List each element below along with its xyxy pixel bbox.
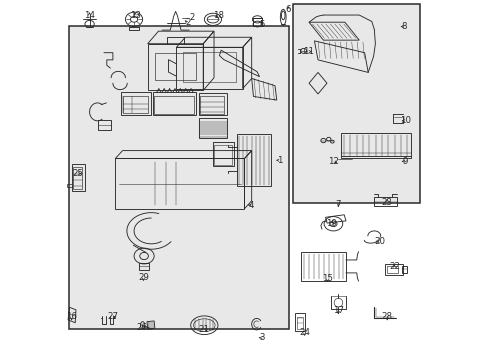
Bar [385,264,403,275]
Bar [69,26,289,329]
Text: 19: 19 [325,219,336,228]
Bar [98,120,110,130]
Bar [121,92,151,116]
Text: 6: 6 [285,5,290,14]
Bar [236,134,270,186]
Text: 5: 5 [259,19,264,28]
Text: 1: 1 [276,156,282,165]
Bar [252,18,262,26]
Bar [296,317,303,329]
Bar [198,118,227,138]
Text: 3: 3 [259,333,264,342]
Bar [295,314,305,330]
Text: 21: 21 [199,325,209,334]
Bar [154,96,194,114]
Bar [115,158,244,209]
Text: 25: 25 [72,169,83,178]
Text: 10: 10 [399,116,410,125]
Bar [153,92,196,116]
Text: 16: 16 [66,312,77,321]
Text: 24: 24 [299,328,309,337]
Bar [386,266,397,273]
Text: 12: 12 [327,157,338,166]
Text: 29: 29 [138,273,148,282]
Text: 27: 27 [107,312,118,321]
Bar [155,53,196,80]
Bar [147,44,203,90]
Bar [373,197,396,206]
Text: 4: 4 [248,201,253,210]
Text: 22: 22 [388,262,399,271]
Bar [139,263,149,270]
Text: 2: 2 [185,18,190,27]
Bar [73,167,82,189]
Text: 9: 9 [402,157,407,166]
Text: 13: 13 [129,11,141,20]
Bar [198,93,227,116]
Text: 17: 17 [332,306,343,315]
Text: 20: 20 [374,237,385,246]
Bar [183,51,236,82]
Text: 2: 2 [189,13,194,22]
Text: 7: 7 [335,200,341,209]
Bar [214,145,231,165]
Bar [200,96,224,114]
Text: 28: 28 [381,312,392,321]
Text: 8: 8 [401,22,406,31]
Bar [401,266,406,273]
Text: 15: 15 [322,274,332,283]
Bar [292,4,419,203]
Text: 11: 11 [302,47,313,56]
Text: 14: 14 [84,11,95,20]
Text: 18: 18 [213,11,224,20]
Bar [301,252,346,281]
Bar [123,96,147,113]
Bar [212,142,234,166]
Bar [72,164,85,191]
Bar [340,134,410,158]
Text: 23: 23 [381,198,392,207]
Text: 26: 26 [137,323,147,332]
